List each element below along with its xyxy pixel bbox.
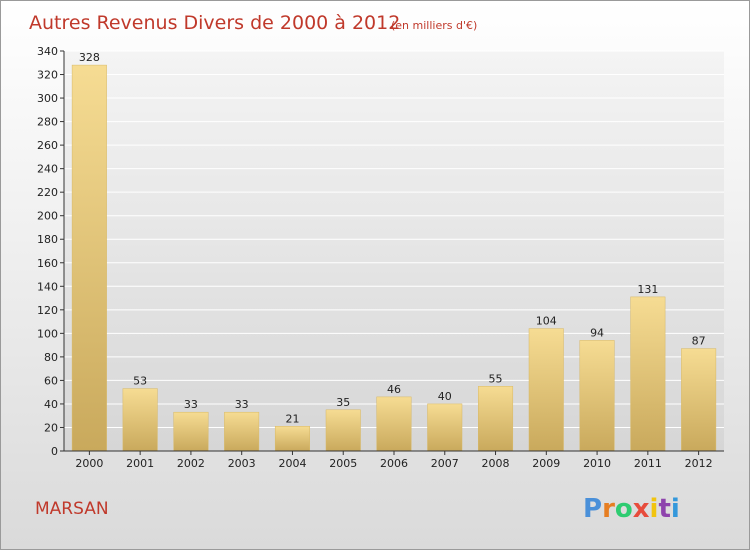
y-tick-label: 80 [44,351,58,364]
y-tick-label: 40 [44,398,58,411]
logo-letter: x [633,494,650,524]
y-tick-label: 300 [37,92,58,105]
bar-value-label: 94 [590,326,604,339]
bar-value-label: 40 [438,390,452,403]
axes: 0 20 40 60 80 100 120 140 160 180 200 220 240 260 280 3… [37,45,724,470]
y-tick-label: 0 [51,445,58,458]
bar [274,426,310,452]
bar-value-label: 55 [489,372,503,385]
logo-letter: o [615,494,633,524]
bar [122,388,158,452]
y-tick-label: 180 [37,233,58,246]
bar [224,411,260,452]
logo-letter: P [583,494,602,524]
bar [71,64,107,452]
bar [427,403,463,452]
bar [173,411,209,452]
x-tick-label: 2004 [278,457,306,470]
bar [376,396,412,452]
x-tick-label: 2010 [583,457,611,470]
city-name: MARSAN [35,499,109,519]
y-tick-label: 200 [37,210,58,223]
y-tick-label: 20 [44,421,58,434]
x-tick-label: 2007 [431,457,459,470]
bar-value-label: 104 [536,315,557,328]
y-tick-label: 160 [37,257,58,270]
bar-value-label: 33 [184,398,198,411]
x-tick-label: 2012 [685,457,713,470]
chart-unit-note: (en milliers d'€) [391,19,477,32]
bar [528,328,564,452]
y-tick-label: 220 [37,186,58,199]
bar-value-label: 21 [285,412,299,425]
x-tick-label: 2006 [380,457,408,470]
x-tick-label: 2009 [532,457,560,470]
x-tick-label: 2003 [228,457,256,470]
x-tick-label: 2008 [482,457,510,470]
x-tick-label: 2005 [329,457,357,470]
y-tick-label: 280 [37,116,58,129]
y-tick-label: 320 [37,69,58,82]
y-tick-label: 240 [37,163,58,176]
y-tick-label: 120 [37,304,58,317]
grid-lines [64,50,724,452]
logo-letter: r [602,494,615,524]
bar-value-label: 131 [637,283,658,296]
bar-value-label: 46 [387,383,401,396]
chart-title: Autres Revenus Divers de 2000 à 2012 [29,12,400,34]
bar-value-label: 87 [692,335,706,348]
x-tick-label: 2000 [75,457,103,470]
bar [478,386,514,452]
x-tick-label: 2001 [126,457,154,470]
bar [325,409,361,452]
bar [630,296,666,452]
logo-letter: t [658,494,670,524]
y-tick-label: 260 [37,139,58,152]
y-tick-label: 100 [37,327,58,340]
y-tick-label: 340 [37,45,58,58]
x-tick-label: 2011 [634,457,662,470]
x-tick-label: 2002 [177,457,205,470]
proxiti-logo: Proxiti [583,494,680,524]
y-tick-label: 140 [37,280,58,293]
bars-group: 328 53 33 33 21 35 46 40 55 104 94 131 87 [71,51,717,452]
bar-value-label: 35 [336,396,350,409]
bar [681,348,717,452]
bar-value-label: 53 [133,375,147,388]
logo-letter: i [650,494,659,524]
logo-letter: i [671,494,680,524]
bar-value-label: 328 [79,51,100,64]
bar [579,340,615,452]
bar-value-label: 33 [235,398,249,411]
y-tick-label: 60 [44,374,58,387]
